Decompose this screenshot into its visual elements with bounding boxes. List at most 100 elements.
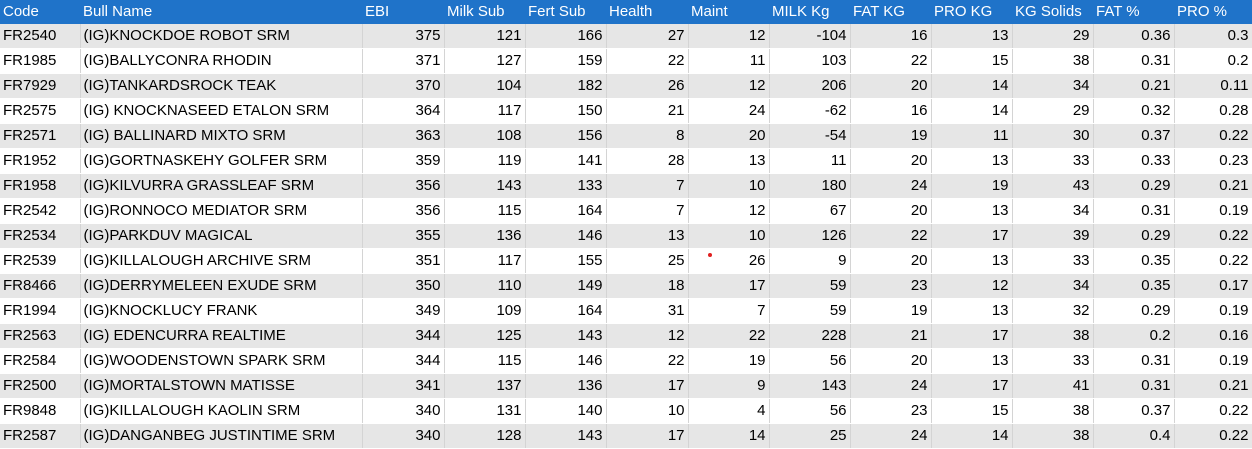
- col-header-milk-kg[interactable]: MILK Kg: [769, 0, 850, 24]
- table-cell[interactable]: 19: [688, 348, 770, 374]
- table-cell[interactable]: 136: [525, 373, 607, 399]
- table-cell[interactable]: 159: [525, 48, 607, 74]
- table-cell[interactable]: 18: [606, 273, 689, 299]
- table-cell[interactable]: 21: [850, 323, 932, 349]
- table-cell[interactable]: 133: [525, 173, 607, 199]
- table-cell[interactable]: 12: [931, 273, 1013, 299]
- table-cell[interactable]: 228: [769, 323, 851, 349]
- table-cell[interactable]: 38: [1012, 323, 1094, 349]
- table-cell[interactable]: FR1985: [0, 48, 81, 74]
- table-cell[interactable]: 127: [444, 48, 526, 74]
- table-cell[interactable]: (IG)PARKDUV MAGICAL: [80, 223, 363, 249]
- table-cell[interactable]: 13: [931, 148, 1013, 174]
- table-cell[interactable]: 13: [931, 348, 1013, 374]
- table-cell[interactable]: 0.19: [1174, 298, 1252, 324]
- table-cell[interactable]: (IG)KILVURRA GRASSLEAF SRM: [80, 173, 363, 199]
- table-cell[interactable]: (IG)DANGANBEG JUSTINTIME SRM: [80, 423, 363, 449]
- table-cell[interactable]: 38: [1012, 423, 1094, 449]
- table-cell[interactable]: 32: [1012, 298, 1094, 324]
- table-cell[interactable]: 13: [931, 24, 1013, 49]
- table-cell[interactable]: 149: [525, 273, 607, 299]
- table-cell[interactable]: 24: [850, 423, 932, 449]
- table-cell[interactable]: 25: [606, 248, 689, 274]
- table-cell[interactable]: 34: [1012, 73, 1094, 99]
- table-cell[interactable]: 43: [1012, 173, 1094, 199]
- table-cell[interactable]: 13: [606, 223, 689, 249]
- table-cell[interactable]: 340: [362, 423, 445, 449]
- table-cell[interactable]: 9: [769, 248, 851, 274]
- table-cell[interactable]: 121: [444, 24, 526, 49]
- table-cell[interactable]: 143: [525, 423, 607, 449]
- table-cell[interactable]: FR8466: [0, 273, 81, 299]
- table-cell[interactable]: 24: [850, 373, 932, 399]
- table-cell[interactable]: 0.22: [1174, 123, 1252, 149]
- col-header-kg-solids[interactable]: KG Solids: [1012, 0, 1093, 24]
- table-cell[interactable]: 108: [444, 123, 526, 149]
- table-cell[interactable]: 351: [362, 248, 445, 274]
- table-cell[interactable]: FR2571: [0, 123, 81, 149]
- table-cell[interactable]: 0.29: [1093, 223, 1175, 249]
- table-cell[interactable]: 356: [362, 198, 445, 224]
- table-cell[interactable]: 22: [606, 48, 689, 74]
- table-cell[interactable]: 109: [444, 298, 526, 324]
- table-cell[interactable]: 11: [931, 123, 1013, 149]
- table-cell[interactable]: 356: [362, 173, 445, 199]
- table-cell[interactable]: 349: [362, 298, 445, 324]
- table-cell[interactable]: FR2540: [0, 24, 81, 49]
- table-cell[interactable]: 117: [444, 98, 526, 124]
- table-cell[interactable]: FR9848: [0, 398, 81, 424]
- table-cell[interactable]: 19: [850, 123, 932, 149]
- table-cell[interactable]: 143: [525, 323, 607, 349]
- table-cell[interactable]: 125: [444, 323, 526, 349]
- table-cell[interactable]: 0.23: [1174, 148, 1252, 174]
- table-cell[interactable]: 13: [688, 148, 770, 174]
- table-cell[interactable]: 350: [362, 273, 445, 299]
- table-cell[interactable]: 7: [606, 173, 689, 199]
- table-cell[interactable]: 59: [769, 298, 851, 324]
- table-cell[interactable]: 17: [931, 373, 1013, 399]
- table-cell[interactable]: 0.31: [1093, 198, 1175, 224]
- table-cell[interactable]: 150: [525, 98, 607, 124]
- table-cell[interactable]: (IG) EDENCURRA REALTIME: [80, 323, 363, 349]
- table-cell[interactable]: 20: [850, 73, 932, 99]
- table-cell[interactable]: FR1958: [0, 173, 81, 199]
- table-cell[interactable]: 180: [769, 173, 851, 199]
- table-cell[interactable]: (IG) KNOCKNASEED ETALON SRM: [80, 98, 363, 124]
- table-cell[interactable]: 19: [850, 298, 932, 324]
- table-cell[interactable]: 26: [606, 73, 689, 99]
- table-cell[interactable]: 17: [606, 373, 689, 399]
- table-cell[interactable]: 20: [850, 198, 932, 224]
- table-cell[interactable]: 0.36: [1093, 24, 1175, 49]
- table-cell[interactable]: 115: [444, 198, 526, 224]
- table-cell[interactable]: 34: [1012, 273, 1094, 299]
- table-cell[interactable]: 12: [688, 73, 770, 99]
- table-cell[interactable]: 31: [606, 298, 689, 324]
- table-cell[interactable]: 0.29: [1093, 298, 1175, 324]
- table-cell[interactable]: 164: [525, 298, 607, 324]
- col-header-fat-kg[interactable]: FAT KG: [850, 0, 931, 24]
- table-cell[interactable]: 137: [444, 373, 526, 399]
- table-cell[interactable]: 0.21: [1174, 373, 1252, 399]
- table-cell[interactable]: 9: [688, 373, 770, 399]
- col-header-bull-name[interactable]: Bull Name: [80, 0, 362, 24]
- table-cell[interactable]: 29: [1012, 24, 1094, 49]
- table-cell[interactable]: 14: [688, 423, 770, 449]
- table-cell[interactable]: 4: [688, 398, 770, 424]
- table-cell[interactable]: 15: [931, 398, 1013, 424]
- table-cell[interactable]: FR7929: [0, 73, 81, 99]
- col-header-pro-pct[interactable]: PRO %: [1174, 0, 1252, 24]
- col-header-ebi[interactable]: EBI: [362, 0, 444, 24]
- table-cell[interactable]: 22: [688, 323, 770, 349]
- table-cell[interactable]: 0.21: [1174, 173, 1252, 199]
- table-cell[interactable]: (IG)DERRYMELEEN EXUDE SRM: [80, 273, 363, 299]
- table-cell[interactable]: 56: [769, 348, 851, 374]
- table-cell[interactable]: 14: [931, 73, 1013, 99]
- table-cell[interactable]: 110: [444, 273, 526, 299]
- table-cell[interactable]: (IG)RONNOCO MEDIATOR SRM: [80, 198, 363, 224]
- table-cell[interactable]: 103: [769, 48, 851, 74]
- table-cell[interactable]: 30: [1012, 123, 1094, 149]
- table-cell[interactable]: 0.17: [1174, 273, 1252, 299]
- table-cell[interactable]: 27: [606, 24, 689, 49]
- table-cell[interactable]: (IG) BALLINARD MIXTO SRM: [80, 123, 363, 149]
- table-cell[interactable]: 28: [606, 148, 689, 174]
